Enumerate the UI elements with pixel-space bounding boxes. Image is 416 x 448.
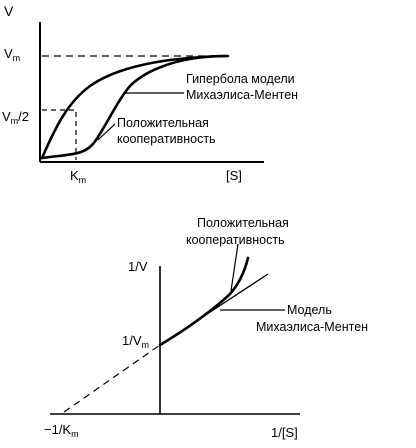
intercept-label: 1/Vm <box>122 333 149 350</box>
bottom-y-axis-label: 1/V <box>128 259 148 274</box>
bottom-cooperative-label-line2: кооперативность <box>186 233 285 247</box>
hyperbola-label-line2: Михаэлиса-Ментен <box>186 88 298 102</box>
hyperbola-label-line1: Гипербола модели <box>186 72 295 86</box>
top-plot: V Vm Vm/2 Km [S] Гипербола модели Михаэл… <box>2 3 298 185</box>
cooperative-leader <box>97 123 116 141</box>
vhalf-label: Vm/2 <box>2 109 29 126</box>
bottom-cooperative-label-line1: Положительная <box>197 216 289 230</box>
top-y-axis-label: V <box>4 3 14 19</box>
bottom-x-axis-label: 1/[S] <box>271 425 298 440</box>
cooperative-label-line2: кооперативность <box>117 132 216 146</box>
bottom-plot: 1/V 1/Vm −1/Km 1/[S] Положительная коопе… <box>44 216 368 440</box>
sigmoid-curve <box>40 54 230 160</box>
cooperative-curve <box>158 256 250 347</box>
bottom-cooperative-leader <box>230 243 239 292</box>
cooperative-label-line1: Положительная <box>117 116 209 130</box>
extrapolation-dashed-line <box>63 344 161 413</box>
neg-km-label: −1/Km <box>44 422 79 439</box>
vm-label: Vm <box>4 46 20 63</box>
km-label: Km <box>70 168 86 185</box>
model-label-line1: Модель <box>287 303 332 317</box>
top-x-axis-label: [S] <box>226 168 242 183</box>
model-label-line2: Михаэлиса-Ментен <box>256 320 368 334</box>
